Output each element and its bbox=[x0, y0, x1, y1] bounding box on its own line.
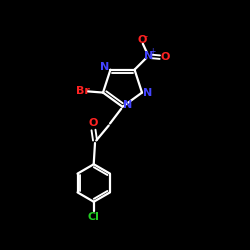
Text: N: N bbox=[124, 100, 132, 110]
Text: N: N bbox=[143, 88, 152, 98]
Text: O: O bbox=[88, 118, 98, 128]
Text: O: O bbox=[137, 35, 147, 45]
Text: -: - bbox=[145, 32, 148, 41]
Text: Br: Br bbox=[76, 86, 90, 96]
Text: Cl: Cl bbox=[88, 212, 100, 222]
Text: N: N bbox=[100, 62, 110, 72]
Text: O: O bbox=[160, 52, 170, 62]
Text: +: + bbox=[149, 48, 156, 56]
Text: N: N bbox=[144, 51, 153, 61]
